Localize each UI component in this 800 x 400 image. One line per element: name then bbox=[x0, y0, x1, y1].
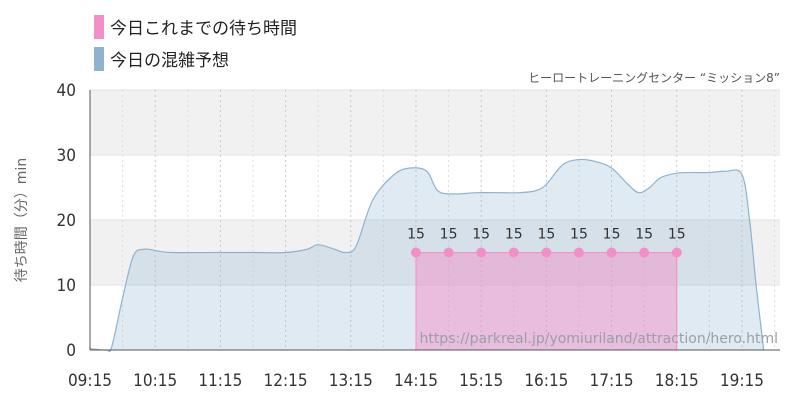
actual-wait-area bbox=[415, 252, 678, 351]
y-tick-label: 10 bbox=[57, 276, 76, 296]
y-tick-label: 20 bbox=[57, 211, 76, 231]
y-axis-label: 待ち時間（分）min bbox=[14, 158, 30, 282]
x-tick-label: 18:15 bbox=[655, 371, 699, 391]
actual-wait-label: 15 bbox=[407, 227, 425, 243]
actual-wait-point bbox=[606, 247, 617, 258]
x-tick-label: 14:15 bbox=[394, 371, 438, 391]
actual-wait-point bbox=[476, 247, 487, 258]
x-tick-label: 13:15 bbox=[329, 371, 373, 391]
actual-wait-fill bbox=[415, 252, 678, 351]
actual-wait-point bbox=[410, 247, 421, 258]
x-tick-label: 15:15 bbox=[459, 371, 503, 391]
actual-wait-label: 15 bbox=[505, 227, 523, 243]
y-tick-label: 40 bbox=[57, 81, 76, 101]
actual-wait-point bbox=[508, 247, 519, 258]
y-tick-labels: 0 10 20 30 40 bbox=[57, 81, 76, 361]
actual-wait-point bbox=[639, 247, 650, 258]
axes bbox=[89, 90, 780, 351]
actual-wait-label: 15 bbox=[603, 227, 621, 243]
actual-wait-point bbox=[671, 247, 682, 258]
legend-label-forecast: 今日の混雑予想 bbox=[110, 51, 229, 71]
x-tick-label: 19:15 bbox=[720, 371, 764, 391]
actual-wait-point bbox=[573, 247, 584, 258]
actual-wait-point bbox=[443, 247, 454, 258]
legend-swatch-forecast bbox=[94, 47, 104, 71]
legend-label-actual: 今日これまでの待ち時間 bbox=[110, 19, 297, 39]
legend-swatch-actual bbox=[94, 15, 104, 39]
x-tick-label: 10:15 bbox=[133, 371, 177, 391]
x-tick-label: 16:15 bbox=[524, 371, 568, 391]
actual-wait-label: 15 bbox=[570, 227, 588, 243]
grid-band bbox=[90, 90, 780, 155]
actual-wait-label: 15 bbox=[440, 227, 458, 243]
actual-wait-label: 15 bbox=[537, 227, 555, 243]
x-tick-label: 17:15 bbox=[590, 371, 634, 391]
actual-wait-point bbox=[541, 247, 552, 258]
y-tick-label: 30 bbox=[57, 146, 76, 166]
y-tick-label: 0 bbox=[66, 341, 76, 361]
actual-wait-label: 15 bbox=[472, 227, 490, 243]
forecast-line bbox=[89, 158, 765, 353]
x-tick-label: 09:15 bbox=[68, 371, 112, 391]
source-url-watermark: https://parkreal.jp/yomiuriland/attracti… bbox=[419, 331, 778, 347]
actual-wait-label: 15 bbox=[668, 227, 686, 243]
chart-subtitle: ヒーロートレーニングセンター “ミッション8” bbox=[528, 71, 780, 85]
actual-wait-points: 15 15 15 15 15 15 15 15 15 bbox=[407, 227, 686, 258]
actual-wait-label: 15 bbox=[635, 227, 653, 243]
x-tick-labels: 09:15 10:15 11:15 12:15 13:15 14:15 15:15 16:15… bbox=[68, 371, 764, 391]
x-tick-label: 11:15 bbox=[198, 371, 242, 391]
x-tick-label: 12:15 bbox=[264, 371, 308, 391]
